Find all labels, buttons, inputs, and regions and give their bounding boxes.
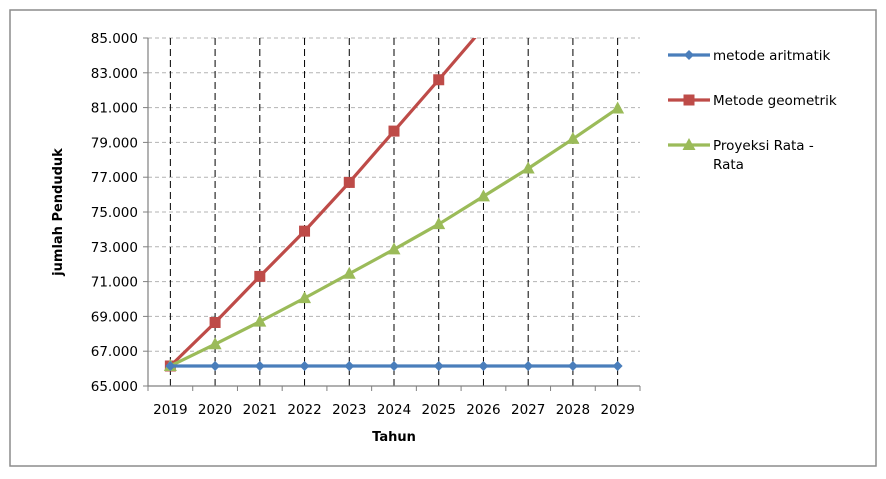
x-tick-label: 2022 (287, 402, 321, 418)
data-point (523, 360, 534, 371)
data-point (521, 161, 535, 174)
x-tick-label: 2025 (422, 402, 456, 418)
x-tick-label: 2024 (377, 402, 411, 418)
data-point (611, 101, 625, 114)
data-point (387, 242, 401, 255)
data-point (476, 189, 490, 202)
data-point (343, 176, 355, 188)
y-tick-label: 67.000 (91, 344, 138, 360)
data-point (567, 360, 578, 371)
y-tick-label: 77.000 (91, 170, 138, 186)
y-tick-label: 75.000 (91, 205, 138, 221)
x-tick-label: 2026 (466, 402, 500, 418)
x-axis-label: Tahun (372, 430, 416, 445)
data-point (433, 360, 444, 371)
data-point (433, 74, 445, 86)
x-tick-labels: 2019 2020 2021 2022 2023 2024 2025 2026 2027 2028… (153, 402, 635, 418)
x-tick-label: 2021 (243, 402, 277, 418)
data-point (684, 50, 694, 60)
legend-entry: metode aritmatik (668, 48, 831, 64)
legend-label-cont: Rata (713, 157, 744, 173)
chart-border (9, 9, 877, 467)
data-point (165, 360, 176, 371)
y-tick-label: 69.000 (91, 309, 138, 325)
y-tick-label: 85.000 (91, 31, 138, 47)
data-point (682, 138, 696, 150)
y-axis-label: jumlah Penduduk (51, 148, 66, 277)
legend-entry: Proyeksi Rata - Rata (668, 138, 814, 173)
series-metode-aritmatik (165, 360, 623, 371)
data-point (432, 217, 446, 230)
data-point (298, 291, 312, 304)
series-proyeksi-rata-rata (163, 101, 625, 371)
vertical-gridlines (169, 38, 619, 386)
legend: metode aritmatik Metode geometrik Proyeksi… (668, 48, 837, 173)
x-tick-label: 2019 (153, 402, 187, 418)
y-tick-label: 65.000 (91, 379, 138, 395)
data-point (683, 94, 695, 106)
axes (143, 37, 641, 391)
y-tick-labels: 65.000 67.000 69.000 71.000 73.000 75.000 77.0… (91, 31, 138, 395)
legend-entry: Metode geometrik (668, 93, 837, 109)
legend-label: Proyeksi Rata - (713, 138, 814, 154)
y-tick-label: 79.000 (91, 135, 138, 151)
x-tick-label: 2023 (332, 402, 366, 418)
data-point (344, 360, 355, 371)
data-point (254, 360, 265, 371)
x-tick-label: 2020 (198, 402, 232, 418)
data-point (209, 316, 221, 328)
data-point (208, 337, 222, 350)
x-tick-label: 2027 (511, 402, 545, 418)
data-point (299, 225, 311, 237)
data-point (342, 266, 356, 279)
data-point (566, 131, 580, 144)
series-lines (163, 38, 625, 372)
data-point (612, 360, 623, 371)
data-point (254, 270, 266, 282)
y-tick-label: 73.000 (91, 240, 138, 256)
data-point (299, 360, 310, 371)
y-tick-label: 81.000 (91, 101, 138, 117)
y-tick-label: 83.000 (91, 66, 138, 82)
data-point (478, 360, 489, 371)
data-point (253, 314, 267, 327)
data-point (389, 360, 399, 371)
data-point (210, 360, 221, 371)
data-point (388, 125, 400, 137)
legend-label: Metode geometrik (713, 93, 837, 109)
y-tick-label: 71.000 (91, 275, 138, 291)
x-tick-label: 2028 (556, 402, 590, 418)
legend-label: metode aritmatik (713, 48, 831, 64)
x-tick-label: 2029 (600, 402, 634, 418)
